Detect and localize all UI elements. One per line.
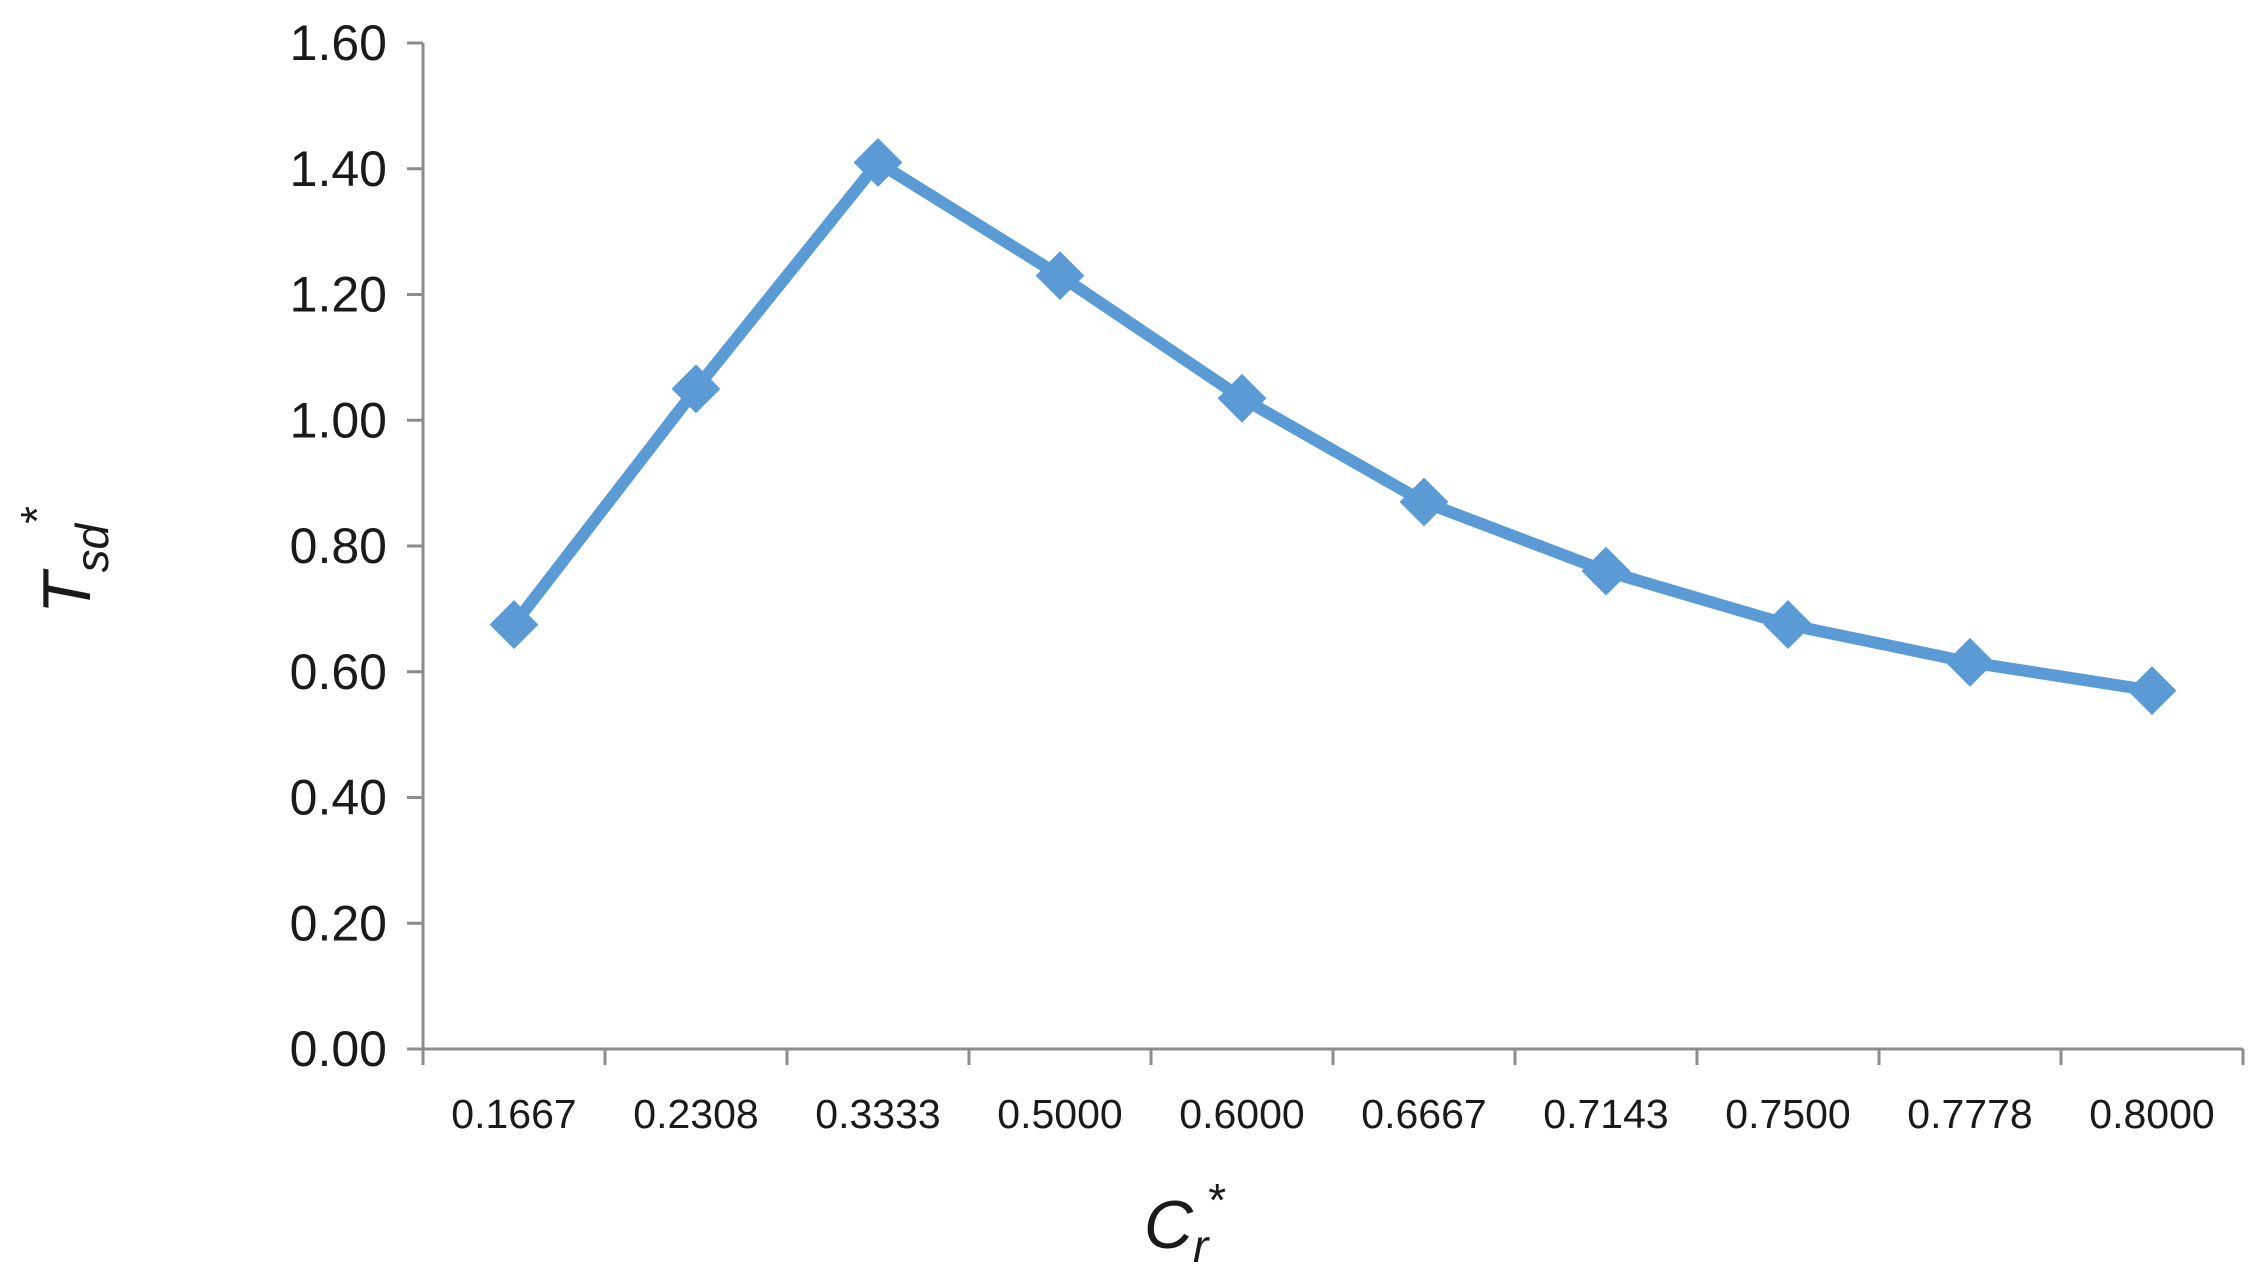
x-tick-label: 0.3333: [815, 1091, 940, 1137]
x-tick-label: 0.7143: [1543, 1091, 1668, 1137]
data-point-marker: [1945, 637, 1995, 687]
y-tick-label: 0.20: [290, 895, 387, 951]
data-point-marker: [2127, 666, 2177, 716]
x-axis-title-main: C: [1144, 1187, 1194, 1263]
x-tick-label: 0.5000: [997, 1091, 1122, 1137]
series-layer: [508, 156, 2158, 697]
data-point-marker: [1217, 373, 1267, 423]
y-axis-title-subscript: sd: [66, 522, 118, 572]
y-tick-label: 1.00: [290, 392, 387, 448]
data-point-marker: [1399, 477, 1449, 527]
x-tick-label: 0.2308: [633, 1091, 758, 1137]
data-point-marker: [1035, 251, 1085, 301]
y-tick-label: 1.60: [290, 15, 387, 71]
data-point-marker: [671, 364, 721, 414]
y-axis-title: Tsd*: [11, 506, 118, 614]
y-axis-ticks: 0.00 0.20 0.40 0.60 0.80 1.00 1.20 1.40 1.60: [290, 15, 423, 1077]
y-axis-title-superscript: *: [11, 506, 63, 524]
y-tick-label: 0.00: [290, 1021, 387, 1077]
x-axis-title-subscript: r: [1193, 1220, 1210, 1272]
data-point-marker: [1763, 600, 1813, 650]
y-tick-label: 1.20: [290, 267, 387, 323]
x-tick-label: 0.7778: [1907, 1091, 2032, 1137]
markers-layer: [489, 138, 2177, 716]
x-tick-label: 0.1667: [451, 1091, 576, 1137]
axes: [421, 43, 2243, 1051]
x-axis-title-superscript: *: [1208, 1174, 1226, 1226]
x-tick-label: 0.6000: [1179, 1091, 1304, 1137]
y-axis-title-main: T: [29, 568, 105, 614]
series-line: [508, 156, 2158, 697]
x-tick-label: 0.7500: [1725, 1091, 1850, 1137]
y-tick-label: 1.40: [290, 141, 387, 197]
data-point-marker: [853, 138, 903, 187]
data-point-marker: [1581, 546, 1631, 596]
x-tick-label: 0.6667: [1361, 1091, 1486, 1137]
x-axis-ticks: 0.1667 0.2308 0.3333 0.5000 0.6000 0.6667 0.71…: [421, 1049, 2245, 1137]
data-point-marker: [489, 600, 539, 650]
y-tick-label: 0.80: [290, 518, 387, 574]
x-axis-title: Cr*: [1144, 1174, 1226, 1272]
y-tick-label: 0.60: [290, 644, 387, 700]
x-tick-label: 0.8000: [2089, 1091, 2214, 1137]
y-tick-label: 0.40: [290, 770, 387, 826]
